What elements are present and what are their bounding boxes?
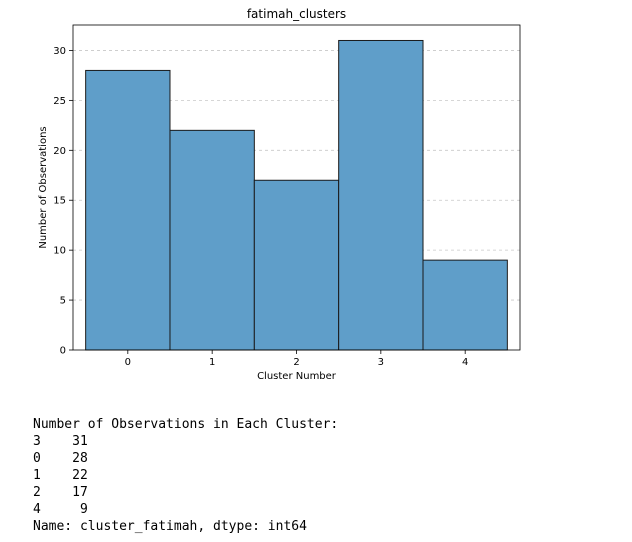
output-row-1: 0 28 (33, 450, 338, 467)
x-tick-label: 3 (378, 357, 384, 368)
output-index: 2 (33, 485, 41, 500)
chart-canvas: 0 5 10 15 20 25 30 0 1 2 3 4 fatimah_clusters Cluster… (38, 7, 521, 382)
chart-title: fatimah_clusters (247, 7, 346, 21)
x-tick-label: 2 (293, 357, 299, 368)
output-count: 22 (72, 468, 88, 483)
bar-cluster-3 (338, 39, 424, 351)
y-tick-label: 10 (53, 246, 66, 257)
bar-cluster-2 (253, 179, 340, 351)
y-axis-label: Number of Observations (38, 126, 49, 248)
y-tick-label: 25 (53, 96, 66, 107)
x-tick-label: 1 (209, 357, 215, 368)
cell-output: Number of Observations in Each Cluster: … (33, 416, 338, 535)
x-tick-label: 0 (125, 357, 131, 368)
x-tick-label: 4 (462, 357, 468, 368)
output-count: 9 (79, 502, 88, 517)
y-tick-label: 5 (60, 296, 66, 307)
output-count: 31 (72, 434, 88, 449)
output-index: 4 (33, 502, 41, 517)
y-tick-label: 15 (53, 196, 66, 207)
y-tick-label: 0 (60, 346, 66, 357)
y-tick-label: 20 (53, 146, 66, 157)
histogram-figure: 0 5 10 15 20 25 30 0 1 2 3 4 fatimah_clusters Cluster… (38, 7, 521, 382)
y-tick-label: 30 (53, 46, 66, 57)
output-row-0: 3 31 (33, 433, 338, 450)
output-header: Number of Observations in Each Cluster: (33, 417, 339, 432)
bar-cluster-1 (169, 129, 255, 351)
bar-cluster-4 (422, 259, 508, 351)
output-count: 17 (72, 485, 88, 500)
x-axis-label: Cluster Number (257, 371, 337, 382)
bar-cluster-0 (85, 69, 171, 351)
output-row-3: 2 17 (33, 484, 338, 501)
output-count: 28 (72, 451, 88, 466)
output-row-4: 4 9 (33, 501, 338, 518)
output-index: 1 (33, 468, 41, 483)
output-index: 0 (33, 451, 41, 466)
output-index: 3 (33, 434, 41, 449)
output-row-2: 1 22 (33, 467, 338, 484)
output-footer: Name: cluster_fatimah, dtype: int64 (33, 519, 307, 534)
